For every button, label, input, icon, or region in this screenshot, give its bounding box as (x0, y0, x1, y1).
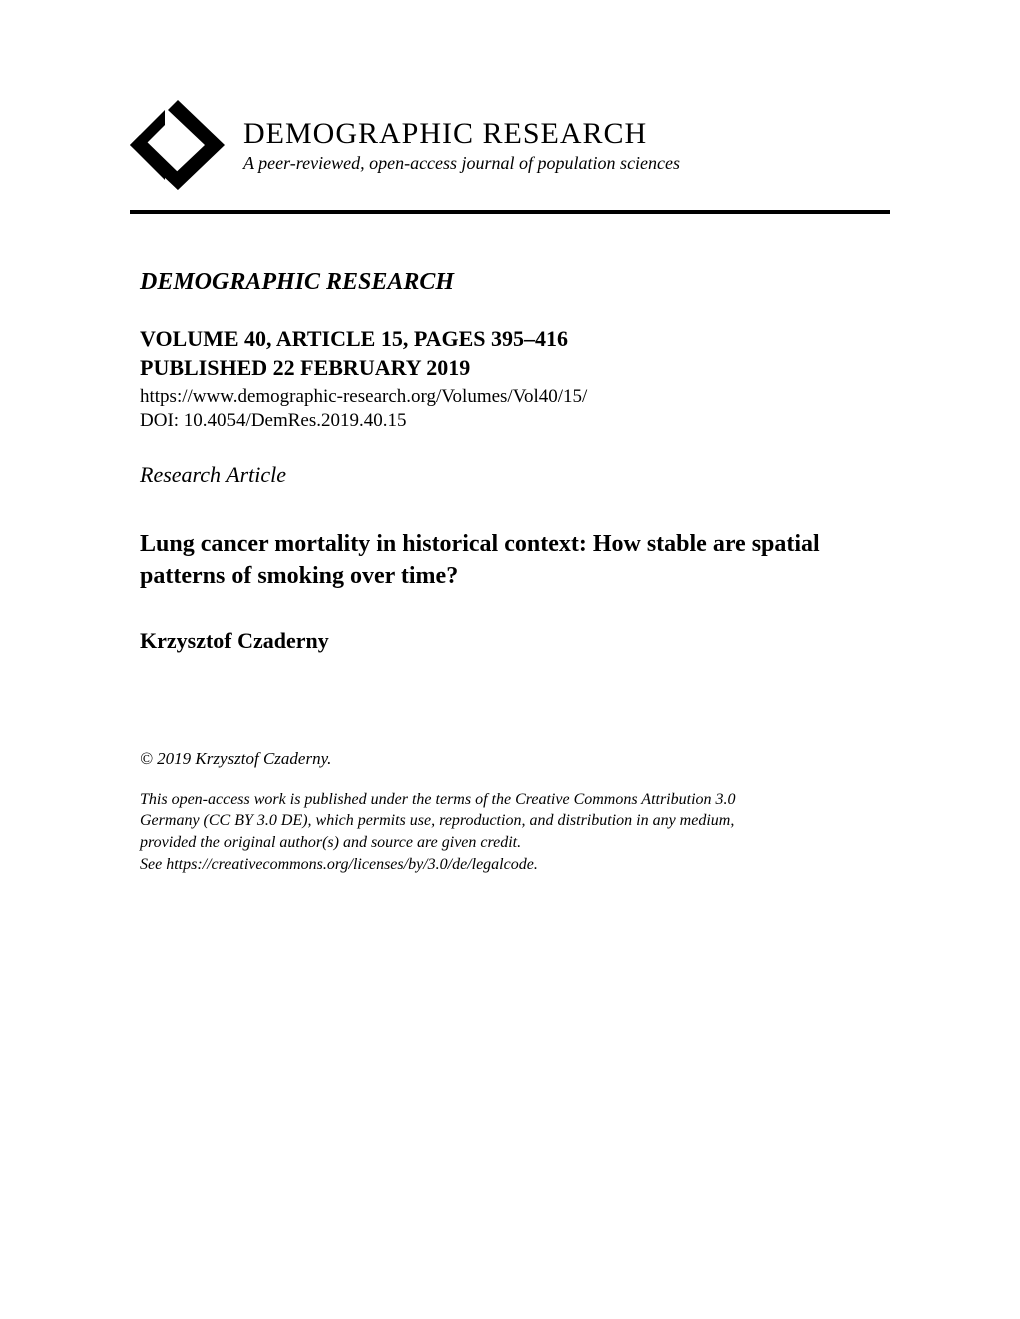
journal-title-block: DEMOGRAPHIC RESEARCH A peer-reviewed, op… (243, 117, 680, 174)
article-doi: DOI: 10.4054/DemRes.2019.40.15 (140, 410, 890, 432)
journal-name: DEMOGRAPHIC RESEARCH (243, 117, 680, 151)
main-content: DEMOGRAPHIC RESEARCH VOLUME 40, ARTICLE … (130, 269, 890, 875)
journal-tagline: A peer-reviewed, open-access journal of … (243, 153, 680, 174)
journal-header: DEMOGRAPHIC RESEARCH A peer-reviewed, op… (130, 100, 890, 190)
author-name: Krzysztof Czaderny (140, 628, 890, 654)
journal-logo-icon (130, 100, 225, 190)
article-title: Lung cancer mortality in historical cont… (140, 528, 840, 593)
article-type: Research Article (140, 462, 890, 488)
article-url: https://www.demographic-research.org/Vol… (140, 386, 890, 408)
volume-info: VOLUME 40, ARTICLE 15, PAGES 395–416 (140, 326, 890, 352)
header-divider (130, 210, 890, 214)
license-text: This open-access work is published under… (140, 789, 760, 875)
published-date: PUBLISHED 22 FEBRUARY 2019 (140, 355, 890, 381)
section-heading: DEMOGRAPHIC RESEARCH (140, 269, 890, 296)
copyright-notice: © 2019 Krzysztof Czaderny. (140, 749, 890, 769)
